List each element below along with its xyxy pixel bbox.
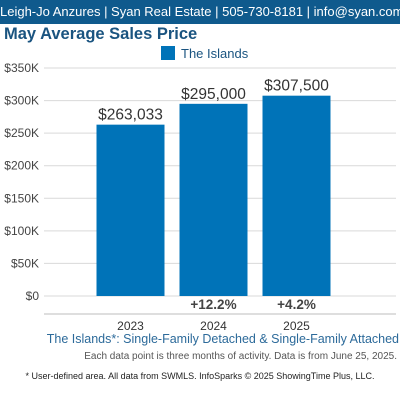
change-label-2025: +4.2% [277,297,316,312]
bar-2025 [262,95,331,296]
data-note: Each data point is three months of activ… [84,351,397,362]
data-label-2024: $295,000 [181,86,246,103]
y-tick-label: $300K [4,94,39,108]
footer-disclaimer: * User-defined area. All data from SWMLS… [25,371,375,381]
chart-subtitle: The Islands*: Single-Family Detached & S… [46,332,399,346]
data-label-2025: $307,500 [264,78,329,95]
y-tick-label: $200K [4,159,39,173]
y-axis-ticks: $0 $50K $100K $150K $200K $250K $300K $350K [4,61,39,303]
legend: The Islands [161,45,248,61]
change-label-2024: +12.2% [190,297,236,312]
legend-swatch [161,46,175,60]
legend-label-the-islands: The Islands [181,45,249,61]
bars [96,95,331,296]
data-label-2023: $263,033 [98,107,163,124]
x-axis-ticks: 2023 2024 2025 [44,313,396,333]
bar-2024 [179,103,248,296]
data-labels: $263,033 $295,000 +12.2% $307,500 +4.2% [98,78,329,312]
chart-title: May Average Sales Price [4,25,198,43]
x-tick-label-2023: 2023 [117,319,144,333]
x-tick-label-2025: 2025 [283,319,310,333]
bar-2023 [96,124,165,296]
y-tick-label: $350K [4,61,39,75]
y-tick-label: $150K [4,191,39,205]
y-tick-label: $50K [11,256,39,270]
agent-contact-header: Leigh-Jo Anzures | Syan Real Estate | 50… [0,0,400,24]
y-tick-label: $100K [4,224,39,238]
x-tick-label-2024: 2024 [200,319,227,333]
y-tick-label: $0 [26,289,40,303]
y-tick-label: $250K [4,126,39,140]
